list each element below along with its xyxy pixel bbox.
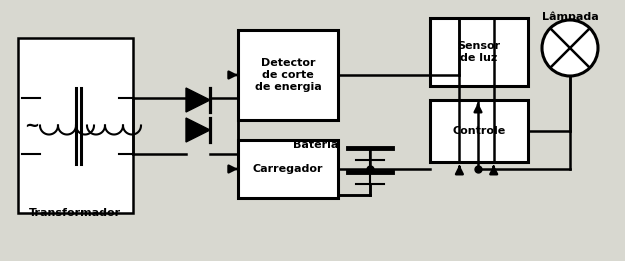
Text: Transformador: Transformador (29, 208, 121, 218)
Bar (238, 140, 338, 198)
Text: ~: ~ (24, 116, 39, 134)
Text: Lâmpada: Lâmpada (542, 12, 598, 22)
Bar (430, 18, 528, 86)
Polygon shape (186, 118, 210, 142)
Bar (18, 38, 133, 213)
Circle shape (542, 20, 598, 76)
Text: Detector
de corte
de energia: Detector de corte de energia (254, 58, 321, 92)
Polygon shape (186, 88, 210, 112)
Text: Bateria: Bateria (292, 140, 338, 150)
Bar (238, 30, 338, 120)
Text: Carregador: Carregador (253, 164, 323, 174)
Text: Sensor
de luz: Sensor de luz (458, 41, 501, 63)
Bar (430, 100, 528, 162)
Text: Controle: Controle (452, 126, 506, 136)
